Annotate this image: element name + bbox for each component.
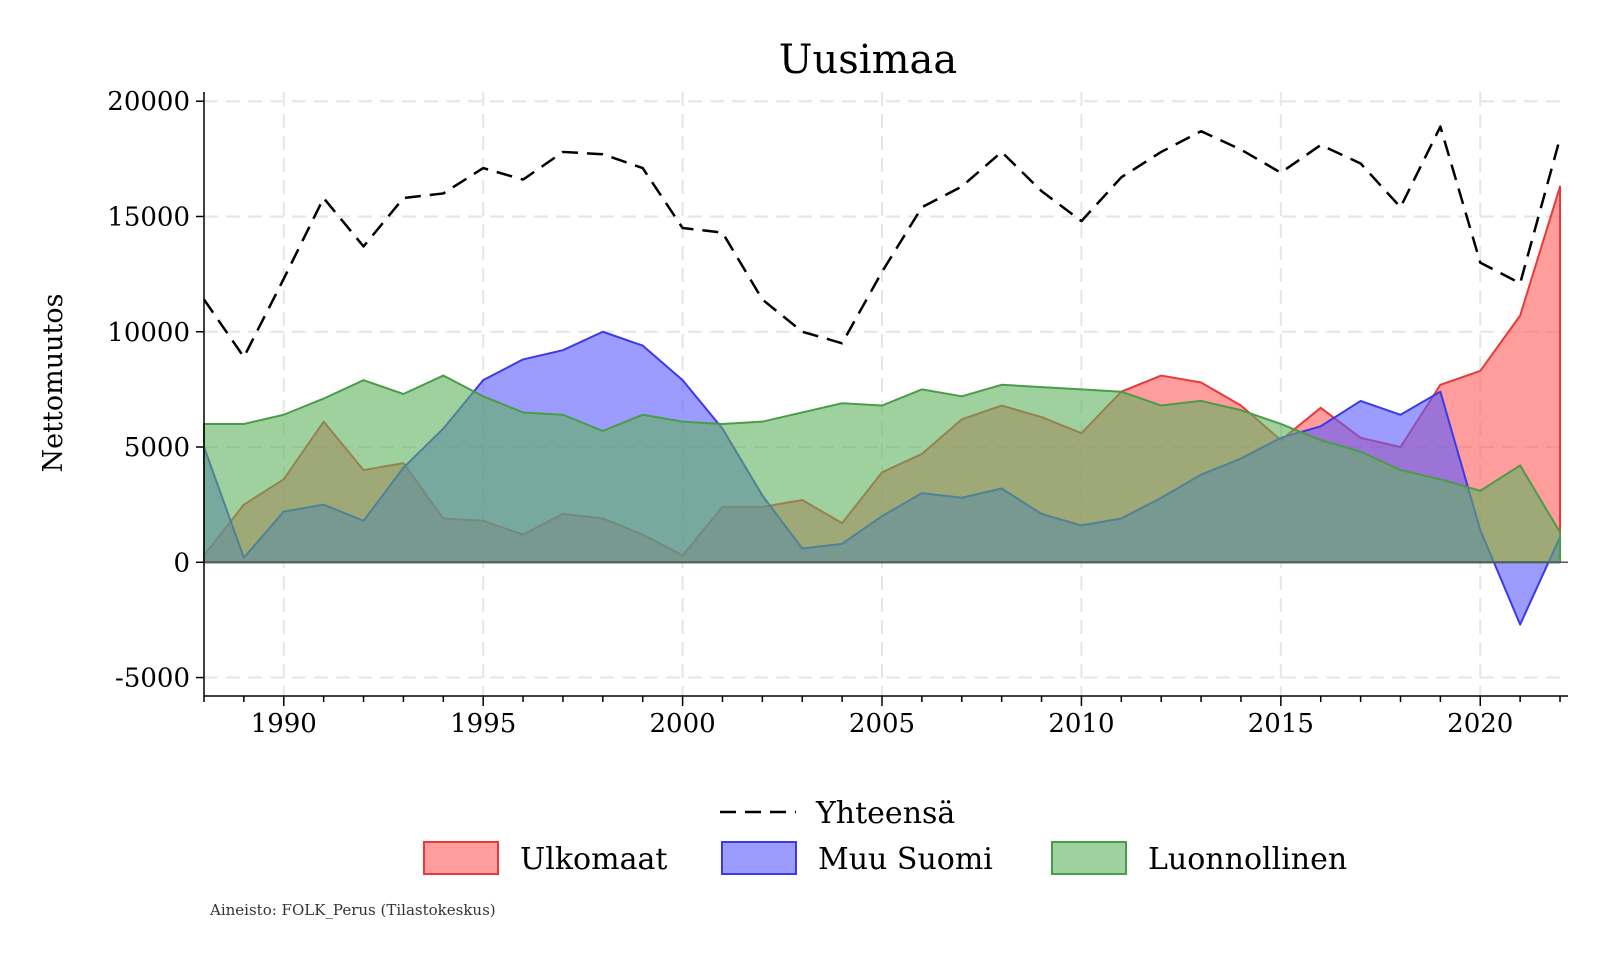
legend-swatch-luonnollinen [1051,841,1127,875]
legend: Yhteensä Ulkomaat Muu Suomi Luonnollinen [423,796,1347,877]
y-tick-label-20000: 20000 [107,87,190,117]
area-series-luonnollinen [203,374,1562,564]
y-axis-label: Nettomuutos [38,294,69,473]
axis-layer: -5000 0 5000 10000 15000 20000 1990 1995 2000 200… [107,87,1568,739]
y-tick-label-15000: 15000 [107,202,190,232]
legend-item-muu-suomi: Muu Suomi [721,841,993,877]
legend-item-yhteensä: Yhteensä [720,796,955,831]
legend-label: Luonnollinen [1148,842,1347,877]
y-tick-label-0: 0 [173,548,190,578]
x-tick-label-2000: 2000 [650,709,716,739]
x-tick-label-1990: 1990 [251,709,317,739]
legend-label: Muu Suomi [818,842,993,877]
y-tick-label-10000: 10000 [107,318,190,348]
legend-label: Yhteensä [815,796,955,831]
legend-swatch-muu-suomi [721,841,797,875]
legend-swatch-ulkomaat [423,841,499,875]
source-note: Aineisto: FOLK_Perus (Tilastokeskus) [209,901,496,919]
y-tick-label-5000: 5000 [124,433,190,463]
x-tick-label-1995: 1995 [450,709,516,739]
legend-label: Ulkomaat [520,842,667,877]
y-tick-label--5000: -5000 [115,664,190,694]
area-layer [203,185,1568,626]
legend-item-ulkomaat: Ulkomaat [423,841,667,877]
x-tick-label-2020: 2020 [1447,709,1513,739]
x-tick-label-2010: 2010 [1048,709,1114,739]
line-series-yhteensä [202,125,1562,359]
x-tick-label-2005: 2005 [849,709,915,739]
x-tick-label-2015: 2015 [1248,709,1314,739]
legend-item-luonnollinen: Luonnollinen [1051,841,1347,877]
chart-title: Uusimaa [779,37,957,83]
line-layer [202,125,1562,359]
